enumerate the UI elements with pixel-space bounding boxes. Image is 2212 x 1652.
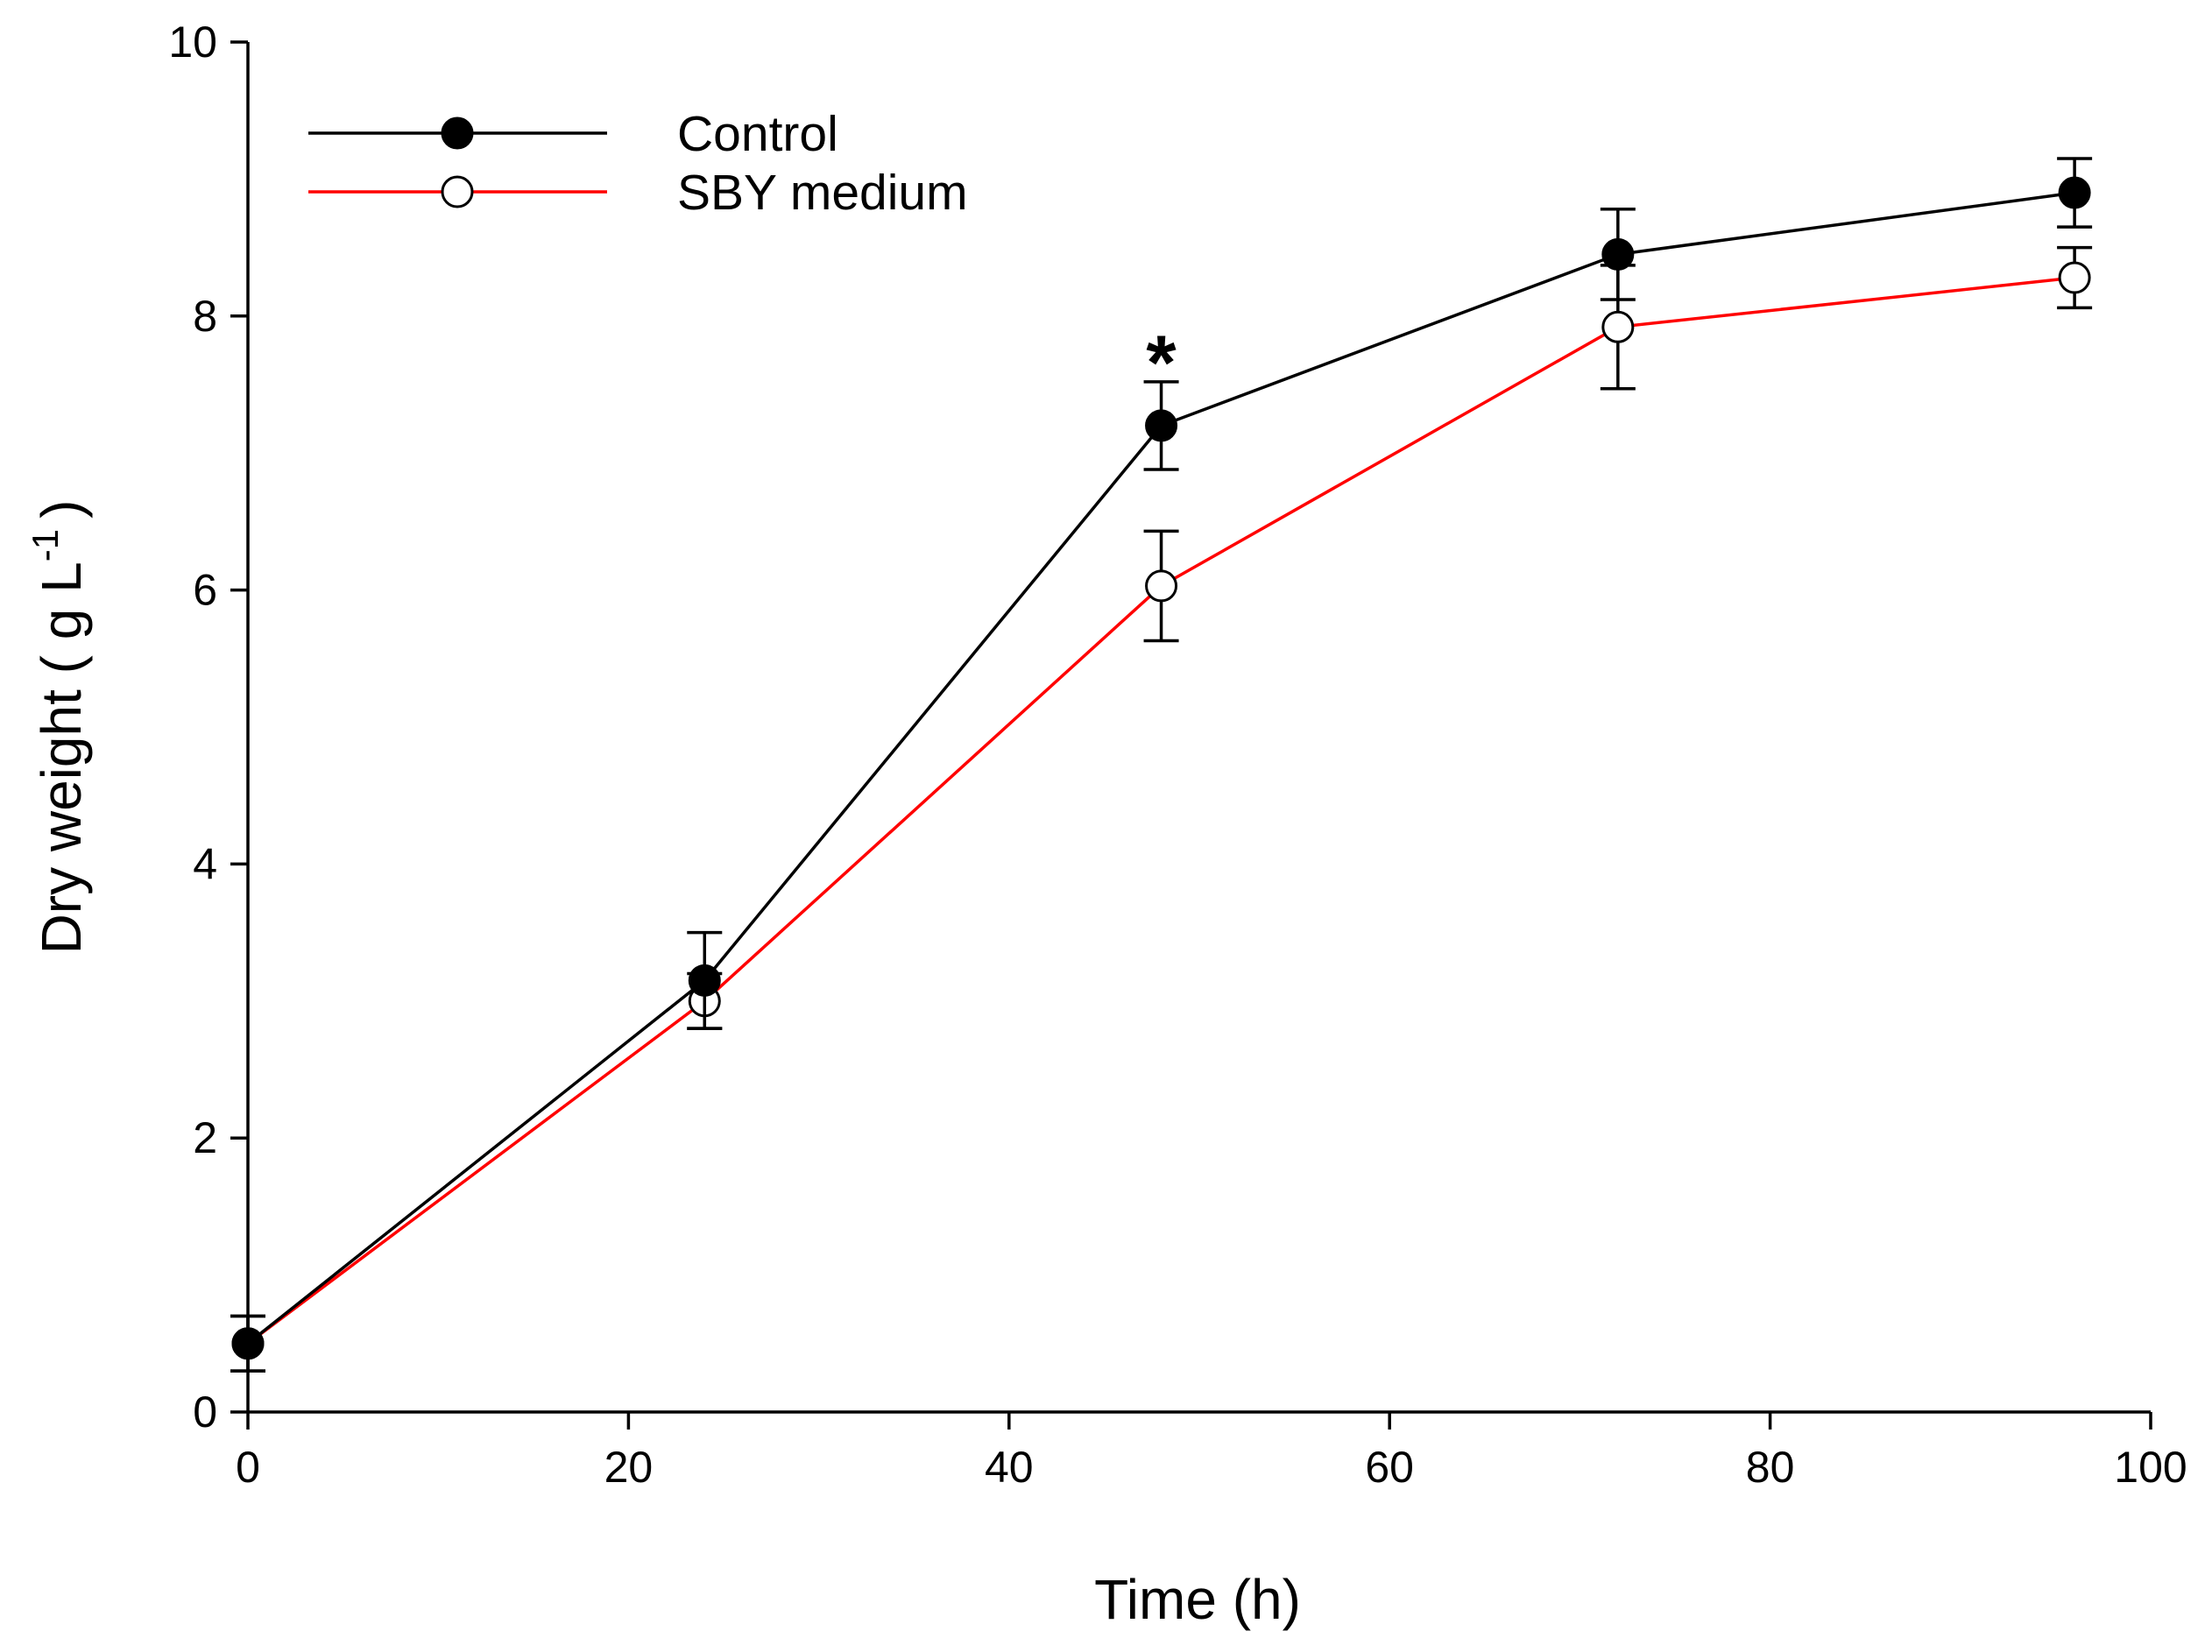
legend-entry-control: Control: [308, 106, 838, 162]
series-layer: [230, 157, 2093, 1373]
y-axis-title-superscript: -1: [25, 529, 66, 561]
annotation-layer: *: [1146, 319, 1177, 406]
y-tick-label: 0: [193, 1387, 217, 1437]
x-tick-label: 20: [604, 1443, 654, 1492]
series-control: [230, 157, 2093, 1373]
data-point-sby-medium: [1145, 569, 1178, 603]
x-tick-label: 60: [1365, 1443, 1414, 1492]
y-tick-label: 10: [168, 18, 217, 67]
y-tick-label: 4: [193, 839, 217, 888]
y-axis-title-close: ): [30, 500, 93, 519]
y-tick-label: 6: [193, 566, 217, 615]
data-point-control: [688, 964, 721, 997]
legend-label-control: Control: [677, 106, 838, 162]
x-tick-label: 40: [985, 1443, 1034, 1492]
data-point-control: [2058, 176, 2091, 209]
data-point-control: [231, 1327, 265, 1360]
legend-entry-sby-medium: SBY medium: [308, 165, 968, 221]
data-point-sby-medium: [1601, 310, 1635, 343]
legend-marker-sby-medium: [441, 175, 474, 208]
legend: Control SBY medium: [308, 106, 968, 221]
x-tick-label: 80: [1746, 1443, 1795, 1492]
data-point-control: [1601, 237, 1635, 271]
y-axis-title-main: Dry weight ( g L: [30, 561, 93, 954]
x-ticks: 0 20 40 60 80 100: [236, 1412, 2187, 1492]
x-tick-label: 100: [2114, 1443, 2187, 1492]
y-ticks: 0 2 4 6 8 10: [168, 18, 248, 1437]
significance-asterisk: *: [1146, 319, 1177, 406]
data-point-control: [1145, 409, 1178, 442]
y-tick-label: 8: [193, 292, 217, 341]
y-tick-label: 2: [193, 1113, 217, 1162]
x-axis-title: Time (h): [1094, 1568, 1301, 1631]
legend-label-sby-medium: SBY medium: [677, 165, 968, 221]
axes: [246, 42, 2151, 1414]
data-point-sby-medium: [2058, 261, 2091, 294]
legend-marker-control: [441, 116, 474, 150]
y-axis-title: Dry weight ( g L-1): [25, 500, 93, 955]
x-tick-label: 0: [236, 1443, 260, 1492]
